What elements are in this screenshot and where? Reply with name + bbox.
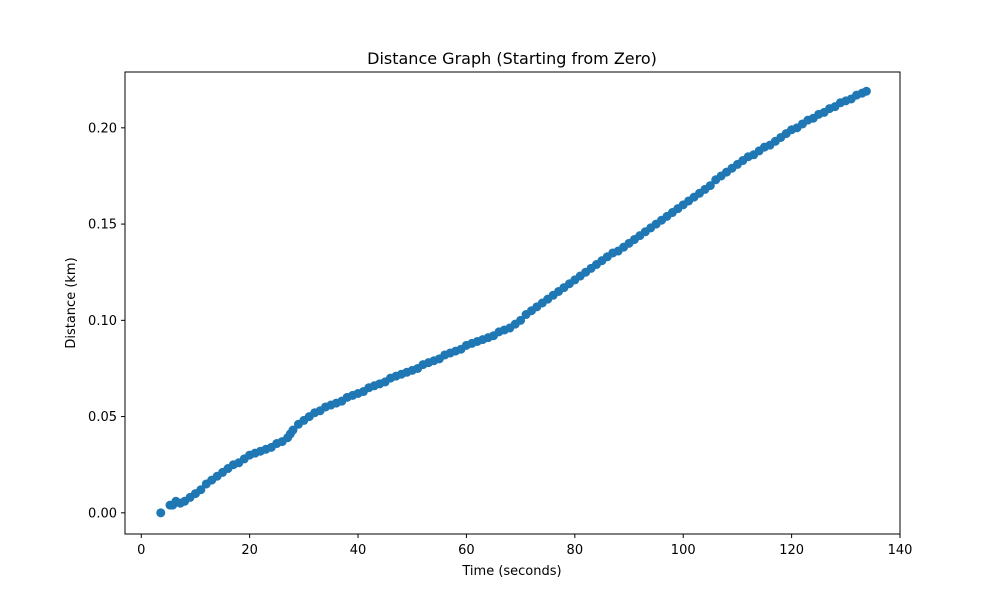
data-points xyxy=(156,86,871,518)
y-tick-label-1: 0.05 xyxy=(88,410,117,425)
y-tick-label-0: 0.00 xyxy=(88,506,117,521)
x-tick-label-6: 120 xyxy=(779,543,804,558)
y-tick-label-3: 0.15 xyxy=(88,218,117,233)
data-point-26 xyxy=(288,425,298,435)
x-tick-label-7: 140 xyxy=(888,543,913,558)
y-tick-label-2: 0.10 xyxy=(88,314,117,329)
x-tick-label-3: 60 xyxy=(458,543,475,558)
data-point-103 xyxy=(705,181,715,191)
x-tick-label-1: 20 xyxy=(241,543,258,558)
y-axis-label: Distance (km) xyxy=(64,257,79,348)
data-point-8 xyxy=(196,485,206,495)
chart-title: Distance Graph (Starting from Zero) xyxy=(367,49,657,68)
data-point-0 xyxy=(156,508,166,518)
x-tick-label-0: 0 xyxy=(137,543,145,558)
x-axis: 0 20 40 60 80 100 120 140 xyxy=(137,534,912,558)
x-axis-label: Time (seconds) xyxy=(461,564,561,579)
x-tick-label-5: 100 xyxy=(671,543,696,558)
y-axis: 0.00 0.05 0.10 0.15 0.20 xyxy=(88,121,125,521)
x-tick-label-2: 40 xyxy=(350,543,367,558)
data-point-68 xyxy=(516,315,526,325)
y-tick-label-4: 0.20 xyxy=(88,121,117,136)
data-point-132 xyxy=(861,86,871,96)
x-tick-label-4: 80 xyxy=(567,543,584,558)
plot-frame xyxy=(124,71,901,535)
